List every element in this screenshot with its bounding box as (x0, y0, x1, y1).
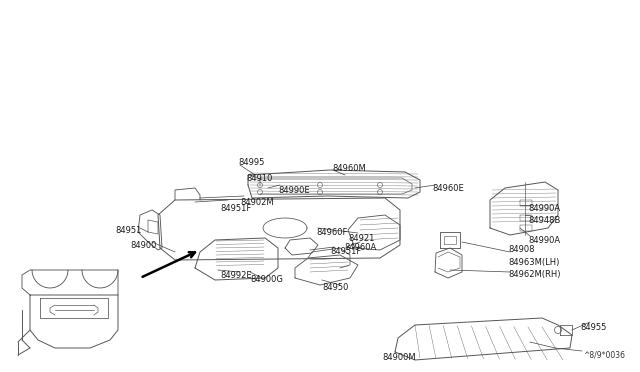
Text: 84960M: 84960M (332, 164, 365, 173)
Text: 84990A: 84990A (528, 235, 560, 244)
Text: 84900: 84900 (130, 241, 156, 250)
Text: 84902M: 84902M (240, 198, 274, 206)
Text: 84962M(RH): 84962M(RH) (508, 270, 561, 279)
Text: 84990E: 84990E (278, 186, 310, 195)
Text: 84951F: 84951F (330, 247, 361, 257)
Text: 84960E: 84960E (432, 183, 464, 192)
Text: 84995: 84995 (238, 157, 264, 167)
Text: 84960A: 84960A (344, 244, 376, 253)
Text: 84900M: 84900M (382, 353, 415, 362)
Text: 84951: 84951 (115, 225, 141, 234)
Text: 84955: 84955 (580, 324, 606, 333)
Text: 84948B: 84948B (528, 215, 561, 224)
Text: 84990A: 84990A (528, 203, 560, 212)
Text: 84963M(LH): 84963M(LH) (508, 257, 559, 266)
Text: 84992E: 84992E (220, 270, 252, 279)
Text: 84960F: 84960F (316, 228, 348, 237)
Text: 84900G: 84900G (250, 276, 283, 285)
Text: 84910: 84910 (246, 173, 273, 183)
Text: 84908: 84908 (508, 246, 534, 254)
Text: 84951F: 84951F (220, 203, 252, 212)
Text: 84921: 84921 (348, 234, 374, 243)
Text: ^8/9*0036: ^8/9*0036 (583, 351, 625, 360)
Text: 84950: 84950 (322, 283, 348, 292)
